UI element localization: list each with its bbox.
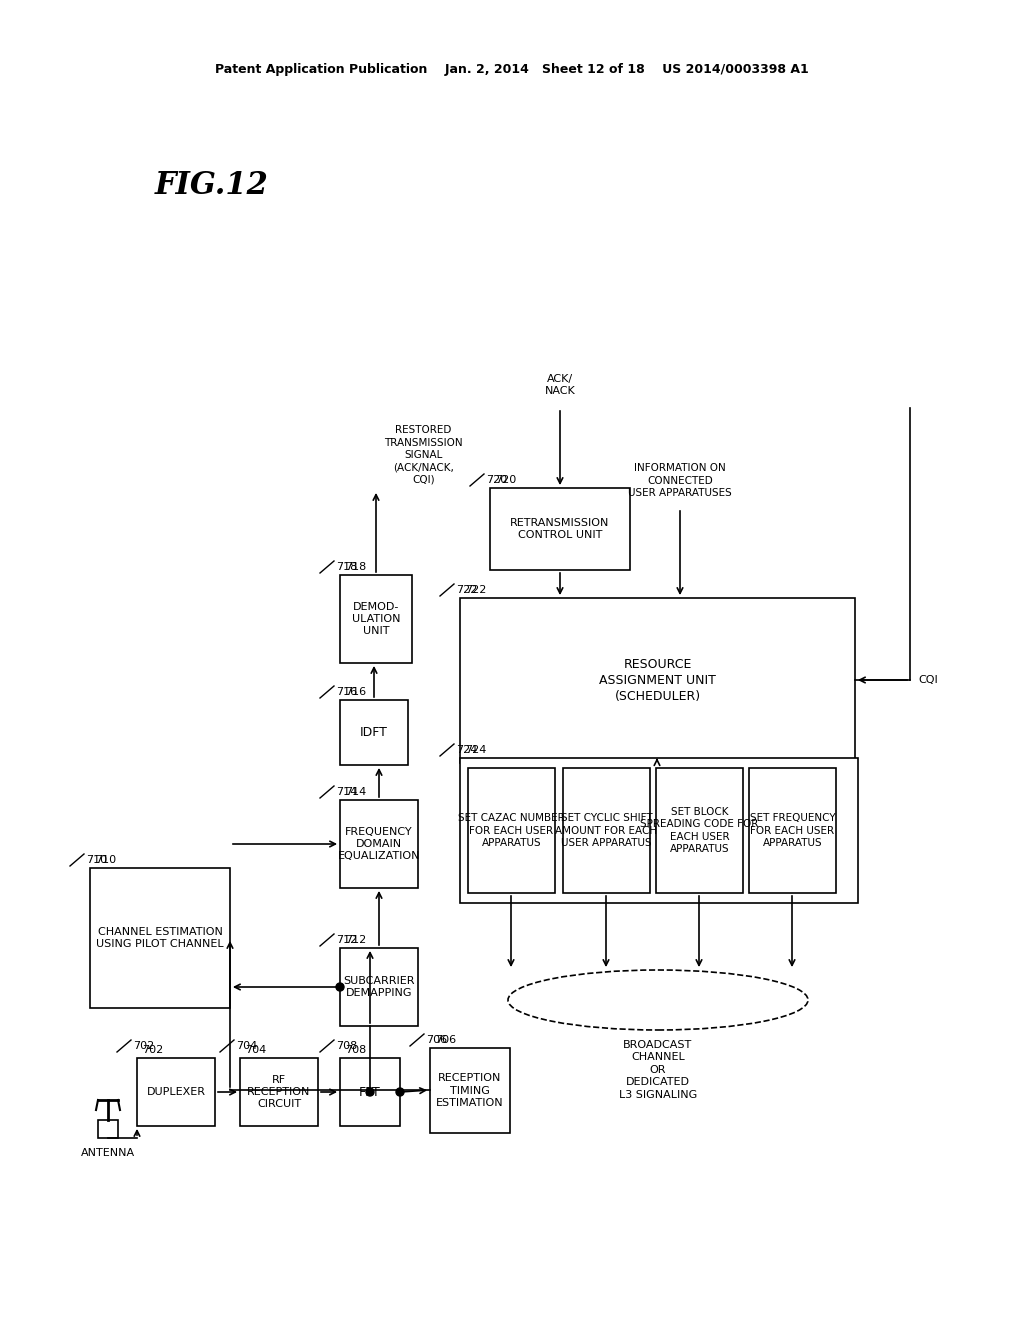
Text: CQI: CQI [918, 675, 938, 685]
Text: SUBCARRIER
DEMAPPING: SUBCARRIER DEMAPPING [343, 975, 415, 998]
Text: 714: 714 [336, 787, 357, 797]
Text: 716: 716 [336, 686, 357, 697]
Bar [656, 768, 743, 894]
Text: INFORMATION ON
CONNECTED
USER APPARATUSES: INFORMATION ON CONNECTED USER APPARATUSE… [628, 463, 732, 498]
Bar [340, 800, 418, 888]
Text: 722: 722 [456, 585, 477, 595]
Text: 716: 716 [345, 686, 367, 697]
Text: 702: 702 [133, 1041, 155, 1051]
Bar [240, 1059, 318, 1126]
Bar [98, 1119, 118, 1138]
Bar [468, 768, 555, 894]
Text: FFT: FFT [359, 1085, 381, 1098]
Text: 704: 704 [245, 1045, 266, 1055]
Text: RETRANSMISSION
CONTROL UNIT: RETRANSMISSION CONTROL UNIT [510, 517, 609, 540]
Ellipse shape [508, 970, 808, 1030]
Text: 712: 712 [345, 935, 367, 945]
Text: 718: 718 [336, 562, 357, 572]
Text: SET CYCLIC SHIFT
AMOUNT FOR EACH
USER APPARATUS: SET CYCLIC SHIFT AMOUNT FOR EACH USER AP… [555, 813, 657, 847]
Text: RF
RECEPTION
CIRCUIT: RF RECEPTION CIRCUIT [248, 1074, 310, 1109]
Bar [460, 758, 858, 903]
Text: 708: 708 [336, 1041, 357, 1051]
Text: 708: 708 [345, 1045, 367, 1055]
Text: SET BLOCK
SPREADING CODE FOR
EACH USER
APPARATUS: SET BLOCK SPREADING CODE FOR EACH USER A… [640, 807, 759, 854]
Circle shape [336, 983, 344, 991]
Text: 724: 724 [456, 744, 477, 755]
Bar [340, 576, 412, 663]
Text: RESOURCE
ASSIGNMENT UNIT
(SCHEDULER): RESOURCE ASSIGNMENT UNIT (SCHEDULER) [599, 657, 716, 704]
Text: 706: 706 [435, 1035, 456, 1045]
Text: FIG.12: FIG.12 [155, 169, 269, 201]
Text: 722: 722 [465, 585, 486, 595]
Bar [340, 948, 418, 1026]
Text: ACK/
NACK: ACK/ NACK [545, 374, 575, 396]
Text: ANTENNA: ANTENNA [81, 1148, 135, 1158]
Text: 706: 706 [426, 1035, 447, 1045]
Text: IDFT: IDFT [360, 726, 388, 739]
Text: 710: 710 [95, 855, 116, 865]
Bar [490, 488, 630, 570]
Bar [340, 1059, 400, 1126]
Text: 714: 714 [345, 787, 367, 797]
Text: 720: 720 [486, 475, 507, 484]
Text: DEMOD-
ULATION
UNIT: DEMOD- ULATION UNIT [352, 602, 400, 636]
Text: 702: 702 [142, 1045, 163, 1055]
Bar [749, 768, 836, 894]
Bar [340, 700, 408, 766]
Bar [430, 1048, 510, 1133]
Bar [90, 869, 230, 1008]
Text: 720: 720 [495, 475, 516, 484]
Text: DUPLEXER: DUPLEXER [146, 1086, 206, 1097]
Text: RESTORED
TRANSMISSION
SIGNAL
(ACK/NACK,
CQI): RESTORED TRANSMISSION SIGNAL (ACK/NACK, … [384, 425, 463, 484]
Text: 712: 712 [336, 935, 357, 945]
Text: 704: 704 [236, 1041, 257, 1051]
Text: RECEPTION
TIMING
ESTIMATION: RECEPTION TIMING ESTIMATION [436, 1073, 504, 1107]
Bar [460, 598, 855, 763]
Bar [137, 1059, 215, 1126]
Text: 718: 718 [345, 562, 367, 572]
Bar [563, 768, 650, 894]
Text: CHANNEL ESTIMATION
USING PILOT CHANNEL: CHANNEL ESTIMATION USING PILOT CHANNEL [96, 927, 224, 949]
Text: SET FREQUENCY
FOR EACH USER
APPARATUS: SET FREQUENCY FOR EACH USER APPARATUS [750, 813, 836, 847]
Text: 710: 710 [86, 855, 108, 865]
Text: SET CAZAC NUMBER
FOR EACH USER
APPARATUS: SET CAZAC NUMBER FOR EACH USER APPARATUS [458, 813, 565, 847]
Circle shape [396, 1088, 404, 1096]
Text: BROADCAST
CHANNEL
OR
DEDICATED
L3 SIGNALING: BROADCAST CHANNEL OR DEDICATED L3 SIGNAL… [618, 1040, 697, 1100]
Circle shape [366, 1088, 374, 1096]
Text: FREQUENCY
DOMAIN
EQUALIZATION: FREQUENCY DOMAIN EQUALIZATION [338, 826, 420, 862]
Text: Patent Application Publication    Jan. 2, 2014   Sheet 12 of 18    US 2014/00033: Patent Application Publication Jan. 2, 2… [215, 63, 809, 77]
Text: 724: 724 [465, 744, 486, 755]
